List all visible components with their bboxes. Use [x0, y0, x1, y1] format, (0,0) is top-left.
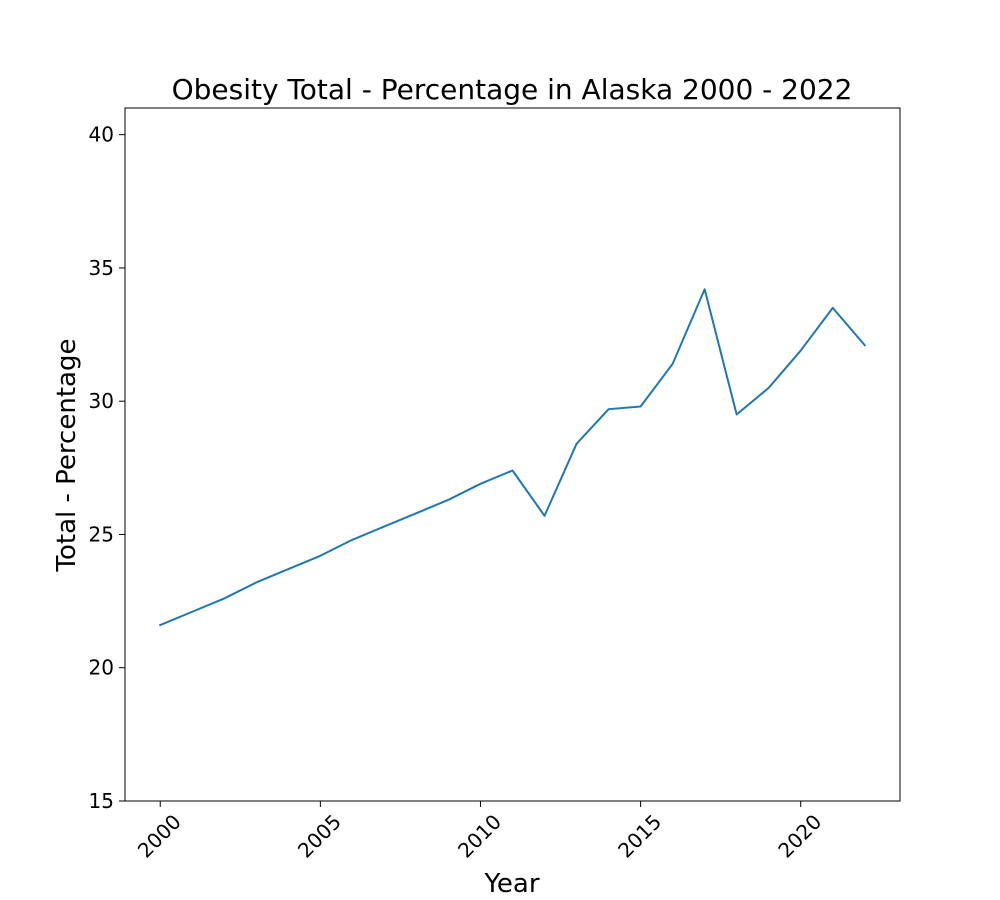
y-tick-label: 40 — [89, 123, 114, 147]
data-point — [479, 483, 481, 485]
plot-area-frame — [124, 107, 901, 802]
data-point — [768, 387, 770, 389]
y-tick-label: 15 — [89, 789, 114, 813]
y-tick-label: 30 — [89, 389, 114, 413]
data-point — [223, 597, 225, 599]
series-line-0 — [158, 288, 867, 627]
data-point — [351, 539, 353, 541]
y-tick-label: 25 — [89, 522, 114, 546]
y-axis-ticks: 15 20 25 30 35 40 — [89, 123, 125, 813]
data-point — [864, 344, 866, 346]
data-point — [672, 363, 674, 365]
data-point — [576, 443, 578, 445]
chart-title: Obesity Total - Percentage in Alaska 200… — [172, 73, 853, 106]
data-point — [640, 406, 642, 408]
data-point — [512, 469, 514, 471]
data-point — [255, 581, 257, 583]
data-point — [544, 515, 546, 517]
data-point — [800, 350, 802, 352]
y-axis-title: Total - Percentage — [52, 339, 82, 573]
y-tick-label: 20 — [89, 656, 114, 680]
data-point — [287, 568, 289, 570]
data-point — [608, 408, 610, 410]
data-point — [832, 307, 834, 309]
data-point — [191, 611, 193, 613]
data-point — [159, 624, 161, 626]
y-tick-label: 35 — [89, 256, 114, 280]
x-axis-title: Year — [483, 869, 539, 899]
data-point — [319, 555, 321, 557]
data-point — [447, 499, 449, 501]
data-point — [704, 288, 706, 290]
data-point — [415, 512, 417, 514]
data-point — [736, 414, 738, 416]
series-layer — [158, 288, 867, 627]
data-point — [383, 525, 385, 527]
